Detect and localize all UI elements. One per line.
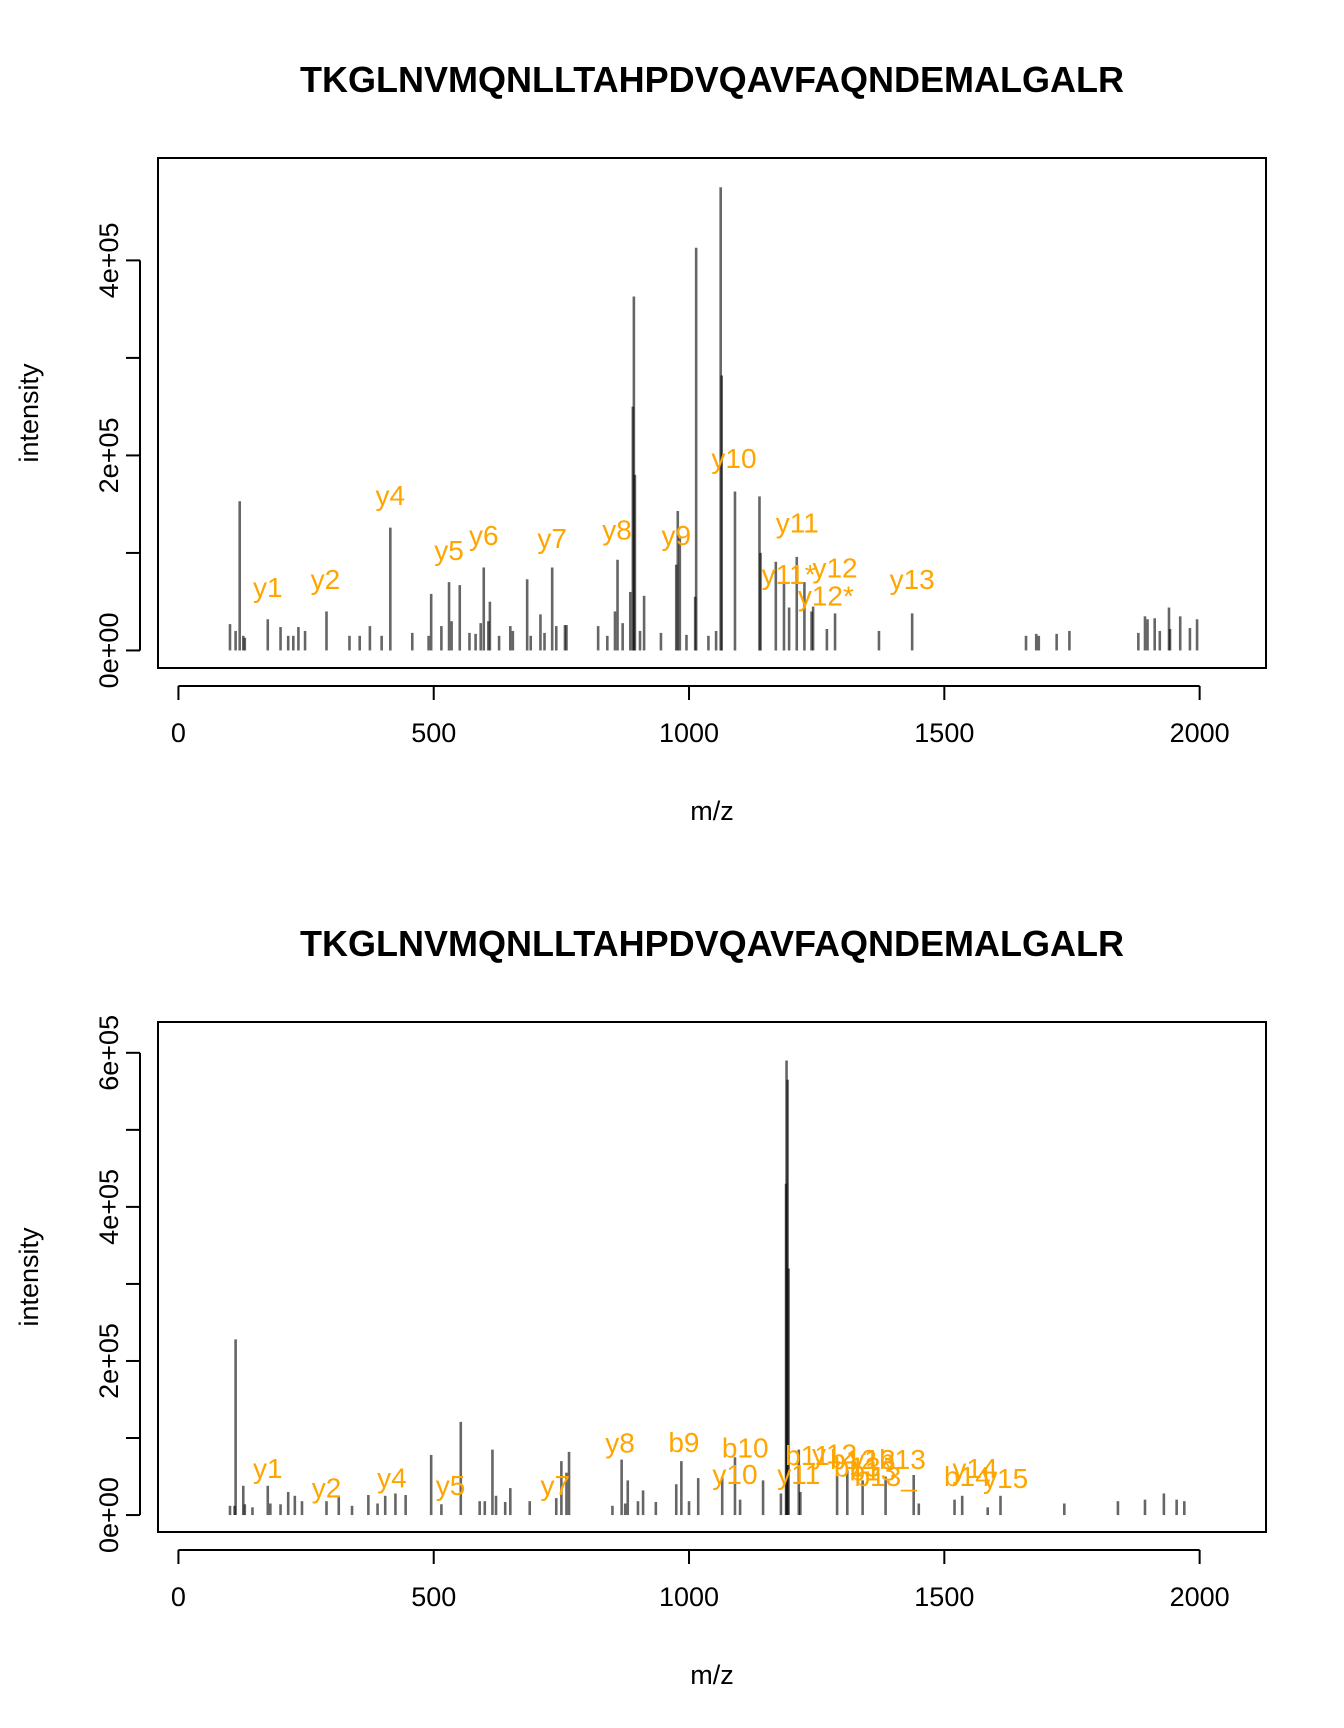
ion-annotation: y15 (983, 1463, 1028, 1494)
ion-annotation: y14 (952, 1453, 997, 1484)
ion-annotation: y7 (540, 1470, 570, 1501)
ion-annotation: y1 (253, 572, 283, 603)
ion-annotation: y12 (812, 552, 857, 583)
ion-annotation: y8 (605, 1428, 635, 1459)
y-axis-label: intensity (14, 1227, 44, 1327)
ion-annotation: y7 (537, 523, 567, 554)
x-tick-label: 1500 (914, 718, 974, 748)
ion-annotation: y4 (377, 1462, 407, 1493)
chart-title: TKGLNVMQNLLTAHPDVQAVFAQNDEMALGALR (300, 59, 1124, 100)
x-tick-label: 1000 (659, 718, 719, 748)
x-tick-label: 1000 (659, 1582, 719, 1612)
ion-annotation: y4 (376, 480, 406, 511)
x-axis-label: m/z (690, 796, 734, 826)
ion-annotation: b12 (830, 1444, 877, 1475)
x-axis-label: m/z (690, 1660, 734, 1690)
ion-annotation: y10 (712, 1459, 757, 1490)
x-tick-label: 2000 (1170, 718, 1230, 748)
x-tick-label: 500 (411, 718, 456, 748)
x-tick-label: 1500 (914, 1582, 974, 1612)
ion-annotation: y13 (850, 1444, 895, 1475)
ion-annotation: y2 (311, 564, 341, 595)
ion-annotation: y5 (436, 1470, 466, 1501)
ion-annotation: y10 (711, 443, 756, 474)
y-axis-label: intensity (14, 363, 44, 463)
y-tick-label: 4e+05 (94, 222, 124, 298)
ion-annotation: y5 (434, 535, 464, 566)
y-tick-label: 2e+05 (94, 417, 124, 493)
plot-frame (157, 157, 1267, 669)
ion-annotation: b14 (944, 1461, 991, 1492)
ion-annotation: b13_ (854, 1461, 917, 1492)
ion-annotation: y11 (776, 507, 819, 538)
ion-annotation: b9 (668, 1427, 699, 1458)
ion-annotation: y11 (777, 1459, 820, 1490)
chart-title: TKGLNVMQNLLTAHPDVQAVFAQNDEMALGALR (300, 923, 1124, 964)
ion-annotation: b13 (879, 1444, 926, 1475)
ion-annotation: y8 (602, 514, 632, 545)
chart-panel-2: TKGLNVMQNLLTAHPDVQAVFAQNDEMALGALR 0 500 100… (14, 923, 1267, 1690)
ion-annotation: y1 (253, 1453, 283, 1484)
y-tick-label: 6e+05 (94, 1015, 124, 1091)
ion-annotation: y11* (762, 559, 816, 590)
chart-panel-1: TKGLNVMQNLLTAHPDVQAVFAQNDEMALGALR 0 500 100… (14, 59, 1267, 826)
y-tick-label: 0e+00 (94, 613, 124, 689)
ion-annotation: y12* (798, 581, 854, 612)
ion-annotation: b13* (834, 1452, 892, 1483)
ion-annotation: y12 (812, 1438, 857, 1469)
ion-annotation: y6 (469, 520, 499, 551)
ion-annotation: b13 (849, 1455, 896, 1486)
x-tick-label: 500 (411, 1582, 456, 1612)
ion-annotation: y2 (312, 1472, 342, 1503)
ion-annotation: b10 (722, 1432, 769, 1463)
ion-annotation: b11 (785, 1440, 830, 1471)
ion-annotation: y13 (890, 564, 935, 595)
x-tick-label: 2000 (1170, 1582, 1230, 1612)
ion-annotation: y9 (661, 520, 691, 551)
y-tick-label: 4e+05 (94, 1169, 124, 1245)
y-tick-label: 0e+00 (94, 1477, 124, 1553)
x-tick-label: 0 (171, 718, 186, 748)
plot-frame (157, 1021, 1267, 1533)
x-tick-label: 0 (171, 1582, 186, 1612)
y-tick-label: 2e+05 (94, 1323, 124, 1399)
